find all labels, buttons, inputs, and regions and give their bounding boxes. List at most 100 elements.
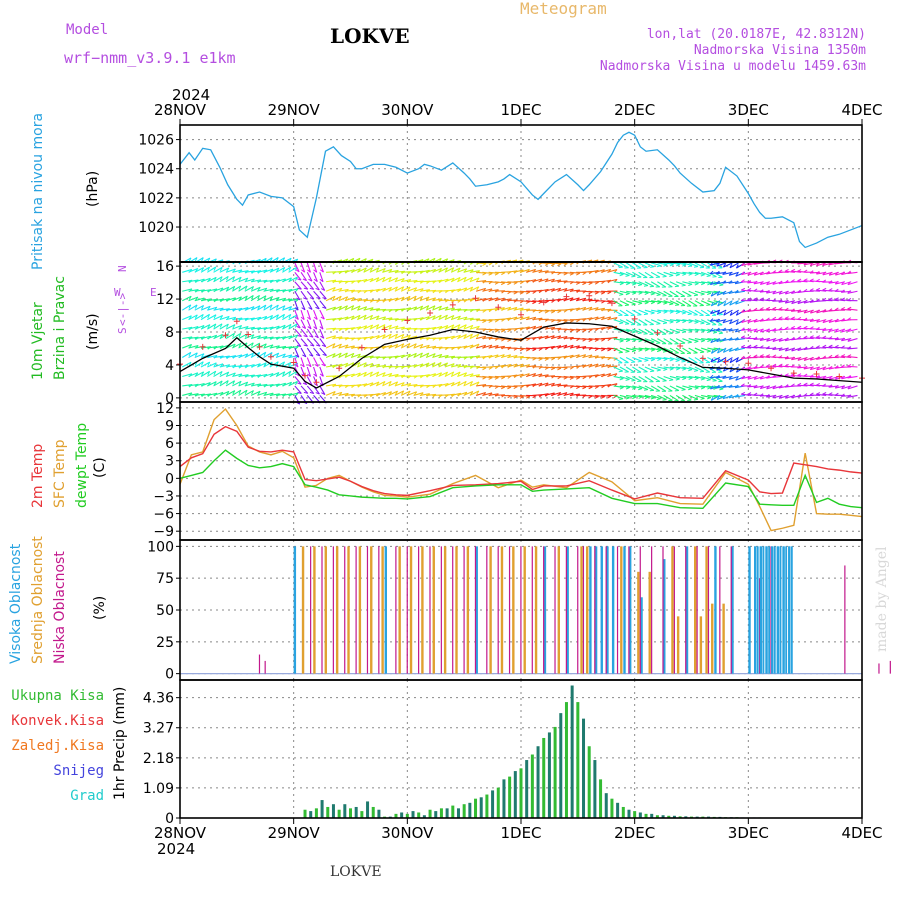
wind-arrow: [607, 365, 618, 368]
wind-gust-marker: [199, 343, 206, 350]
wind-arrow: [444, 363, 455, 368]
wind-arrow: [650, 328, 660, 335]
wind-arrow: [263, 383, 274, 387]
wind-arrow-head: [194, 304, 198, 309]
wind-arrow-head: [544, 358, 549, 361]
wind-arrow: [682, 366, 693, 371]
wind-arrow: [269, 393, 280, 396]
wind-arrow: [657, 394, 667, 401]
wind-arrow: [475, 335, 486, 340]
wind-arrow-head: [747, 308, 751, 312]
wind-arrow: [388, 390, 398, 396]
wind-arrow-head: [363, 267, 367, 272]
wind-arrow-head: [644, 396, 649, 400]
wind-arrow-head: [302, 354, 307, 358]
wind-arrow-head: [657, 358, 662, 362]
wind-arrow: [319, 338, 327, 347]
wind-arrow-head: [753, 384, 758, 389]
wind-arrow-head: [778, 316, 783, 320]
wind-arrow: [723, 366, 733, 372]
wind-arrow: [588, 316, 599, 321]
precip-bar: [599, 779, 603, 818]
wind-arrow-head: [709, 374, 714, 379]
wind-arrow-head: [675, 274, 680, 277]
wind-arrow: [525, 279, 536, 283]
wind-arrow: [457, 364, 468, 368]
wind-arrow: [519, 347, 530, 350]
wind-arrow: [544, 366, 555, 369]
wind-arrow: [619, 338, 630, 341]
wind-arrow: [682, 338, 692, 343]
wind-arrow: [632, 385, 643, 390]
wind-arrow-head: [413, 391, 418, 396]
wind-arrow-head: [263, 362, 267, 367]
wind-arrow: [694, 328, 705, 332]
wind-arrow-head: [675, 311, 680, 315]
wind-arrow-head: [313, 382, 318, 387]
wind-arrow: [551, 383, 562, 387]
lonlat-label: lon,lat (20.0187E, 42.8312N): [647, 27, 866, 42]
wind-arrow: [313, 328, 319, 339]
wind-direction-key: W <-|-> N S E: [114, 265, 157, 334]
wind-arrow-head: [544, 310, 549, 314]
wind-arrow: [669, 347, 679, 354]
wind-arrow-head: [319, 373, 324, 377]
wind-arrow-head: [195, 296, 199, 301]
wind-arrow: [325, 343, 336, 349]
wind-arrow-head: [841, 375, 845, 380]
wind-arrow-head: [316, 344, 321, 347]
wind-arrow-head: [717, 349, 720, 354]
wind-arrow: [275, 266, 286, 273]
y-tick-label: −9: [153, 524, 174, 540]
wind-arrow-head: [276, 304, 279, 309]
precip-bar: [650, 813, 654, 818]
wind-arrow: [601, 290, 612, 293]
wind-arrow: [382, 372, 393, 377]
wind-arrow: [300, 271, 308, 281]
wind-arrow: [513, 373, 524, 378]
wind-arrow: [663, 271, 674, 276]
wind-arrow: [182, 279, 193, 283]
wind-arrow: [488, 345, 499, 349]
wind-arrow: [200, 313, 210, 321]
wind-arrow: [625, 262, 635, 269]
wind-arrow-head: [638, 349, 643, 352]
wind-arrow-head: [632, 283, 637, 286]
wind-arrow: [438, 336, 449, 340]
wind-arrow-head: [643, 313, 649, 316]
wind-arrow: [809, 290, 820, 292]
wind-arrow-head: [370, 324, 374, 329]
wind-arrow: [701, 290, 712, 294]
wind-arrow: [638, 394, 649, 398]
wind-arrow-head: [815, 382, 820, 386]
wind-arrow: [238, 277, 249, 283]
wind-arrow: [188, 344, 199, 349]
wind-arrow: [588, 307, 599, 311]
cloud-low-bar: [452, 546, 454, 674]
wind-arrow-head: [663, 358, 668, 362]
wind-arrow: [475, 344, 486, 349]
wind-arrow-head: [716, 280, 720, 285]
model-label: Model: [66, 22, 108, 38]
wind-arrow: [550, 335, 561, 340]
wind-arrow: [457, 324, 467, 330]
wind-arrow: [644, 366, 655, 372]
wind-arrow: [213, 355, 224, 359]
wind-arrow-head: [650, 397, 655, 400]
wind-arrow-head: [257, 391, 261, 395]
wind-arrow-head: [765, 297, 770, 301]
wind-arrow-head: [303, 287, 308, 290]
wind-arrow: [444, 382, 455, 387]
wind-arrow: [675, 347, 685, 354]
wind-arrow-head: [251, 342, 254, 347]
wind-arrow-head: [226, 323, 229, 328]
wind-arrow: [701, 281, 712, 284]
wind-arrow: [250, 335, 261, 340]
wind-arrow: [369, 363, 380, 368]
wind-arrow: [213, 266, 223, 273]
wind-arrow-head: [847, 298, 852, 301]
wind-arrow: [200, 393, 211, 396]
wind-arrow-head: [288, 306, 293, 311]
wind-arrow-head: [357, 362, 361, 367]
